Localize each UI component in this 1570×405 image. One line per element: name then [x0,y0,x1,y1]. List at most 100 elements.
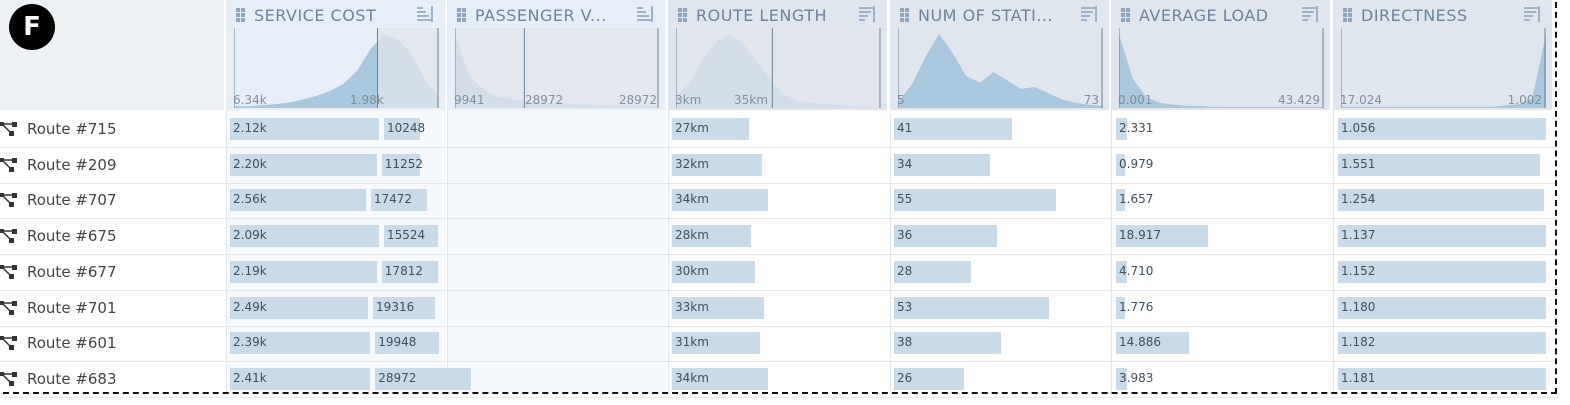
range-min-label: 17.024 [1340,93,1382,107]
value-bar-load: 2.331 [1116,118,1153,140]
sort-descending-icon[interactable] [1081,6,1099,22]
sort-descending-icon[interactable] [859,6,877,22]
range-max-label: 1.98k [350,93,384,107]
distribution-histogram[interactable] [234,28,439,108]
table-row[interactable]: Route #701 2.49k 19316 33km 53 1.776 1.180 [0,291,1558,327]
column-header-direct[interactable]: DIRECTNESS 17.024 1.002 [1333,0,1552,110]
value-bar-pass: 19316 [373,296,435,319]
range-max-label: 73 [1083,93,1099,107]
value-text: 1.182 [1341,335,1376,350]
table-row[interactable]: Route #683 2.41k 28972 34km 26 3.983 1.181 [0,362,1558,398]
selection-frame [3,2,1557,394]
value-bar-stations: 34 [894,153,991,176]
value-text: 26 [897,370,913,385]
value-bar-load: 3.983 [1116,367,1153,390]
value-bar-cost: 2.56k [230,189,366,212]
histogram-area [1119,34,1324,108]
route-icon [0,157,17,172]
value-text: 30km [675,263,709,278]
distribution-histogram[interactable] [676,28,881,108]
route-label: Route #601 [27,334,117,353]
distribution-histogram[interactable] [898,28,1103,108]
value-bar-direct: 1.551 [1338,153,1540,176]
sort-descending-icon[interactable] [1524,6,1542,22]
table-row[interactable]: Route #677 2.19k 17812 30km 28 4.710 1.152 [0,255,1558,291]
distribution-histogram[interactable] [455,28,659,108]
distribution-histogram[interactable] [1341,28,1546,108]
range-min-label: 3km [675,93,702,107]
column-header-length[interactable]: ROUTE LENGTH 3km 35km [668,0,887,110]
table-row[interactable]: Route #715 2.12k 10248 27km 41 2.331 1.056 [0,112,1558,148]
value-text: 2.49k [233,299,267,314]
value-text: 14.886 [1119,335,1161,350]
sort-ascending-icon[interactable] [637,6,655,22]
column-title: AVERAGE LOAD [1139,6,1269,25]
value-text: 1.180 [1341,299,1376,314]
value-text: 28km [675,228,709,243]
filtered-out-region [455,28,659,108]
table-row[interactable]: Route #601 2.39k 19948 31km 38 14.886 1.182 [0,326,1558,363]
value-bar-pass: 15524 [384,225,438,248]
value-text: 3.983 [1119,370,1154,385]
drag-handle-icon[interactable] [900,8,911,22]
table-row[interactable]: Route #675 2.09k 15524 28km 36 18.917 1.137 [0,219,1558,256]
route-label: Route #683 [27,369,117,388]
value-text: 18.917 [1119,228,1161,243]
value-bar-load: 0.979 [1116,153,1153,176]
value-text: 17812 [384,263,423,278]
drag-handle-icon[interactable] [457,8,468,22]
value-text: 1.657 [1119,192,1154,207]
value-text: 1.056 [1341,121,1376,135]
route-icon [0,193,17,208]
sort-ascending-icon[interactable] [417,6,435,22]
value-bar-pass: 28972 [375,367,471,390]
value-bar-length: 27km [672,118,749,140]
value-text: 31km [675,335,709,350]
route-icon [0,300,17,315]
value-bar-length: 33km [672,296,764,319]
sort-descending-icon[interactable] [1302,6,1320,22]
column-header-cost[interactable]: SERVICE COST 6.34k 1.98k [226,0,445,110]
value-text: 10248 [387,121,426,135]
drag-handle-icon[interactable] [236,8,247,22]
route-label: Route #715 [27,120,117,138]
column-title: NUM OF STATI... [918,6,1054,25]
value-bar-stations: 55 [894,189,1057,212]
value-bar-load: 1.776 [1116,296,1153,319]
value-text: 1.181 [1341,370,1376,385]
value-text: 55 [897,192,913,207]
column-header-stations[interactable]: NUM OF STATI... 5 73 [890,0,1109,110]
value-bar-direct: 1.152 [1338,260,1546,283]
column-header-pass[interactable]: PASSENGER V... 9941 28972 28972 [447,0,665,110]
column-header-load[interactable]: AVERAGE LOAD 0.001 43.429 [1111,0,1330,110]
value-bar-direct: 1.137 [1338,225,1546,248]
drag-handle-icon[interactable] [1121,8,1132,22]
value-text: 2.39k [233,335,267,350]
value-text: 34 [897,156,913,171]
value-text: 1.254 [1341,192,1376,207]
range-max-label: 35km [734,93,768,107]
drag-handle-icon[interactable] [1343,8,1354,22]
distribution-histogram[interactable] [1119,28,1324,108]
value-text: 34km [675,370,709,385]
value-bar-direct: 1.180 [1338,296,1546,319]
value-text: 41 [897,121,913,135]
route-label: Route #677 [27,262,117,281]
value-bar-pass: 10248 [384,118,425,140]
value-bar-direct: 1.181 [1338,367,1546,390]
range-max-label: 28972 [525,93,564,107]
value-bar-stations: 26 [894,367,965,390]
range-min-label: 9941 [454,93,485,107]
value-bar-load: 18.917 [1116,225,1209,248]
route-icon [0,336,17,351]
table-row[interactable]: Route #209 2.20k 11252 32km 34 0.979 1.551 [0,148,1558,184]
table-row[interactable]: Route #707 2.56k 17472 34km 55 1.657 1.254 [0,183,1558,220]
column-title: DIRECTNESS [1361,6,1468,25]
value-bar-stations: 53 [894,296,1050,319]
column-title: SERVICE COST [254,6,377,25]
value-bar-load: 4.710 [1116,260,1153,283]
value-text: 2.41k [233,370,267,385]
drag-handle-icon[interactable] [678,8,689,22]
column-title: ROUTE LENGTH [696,6,828,25]
